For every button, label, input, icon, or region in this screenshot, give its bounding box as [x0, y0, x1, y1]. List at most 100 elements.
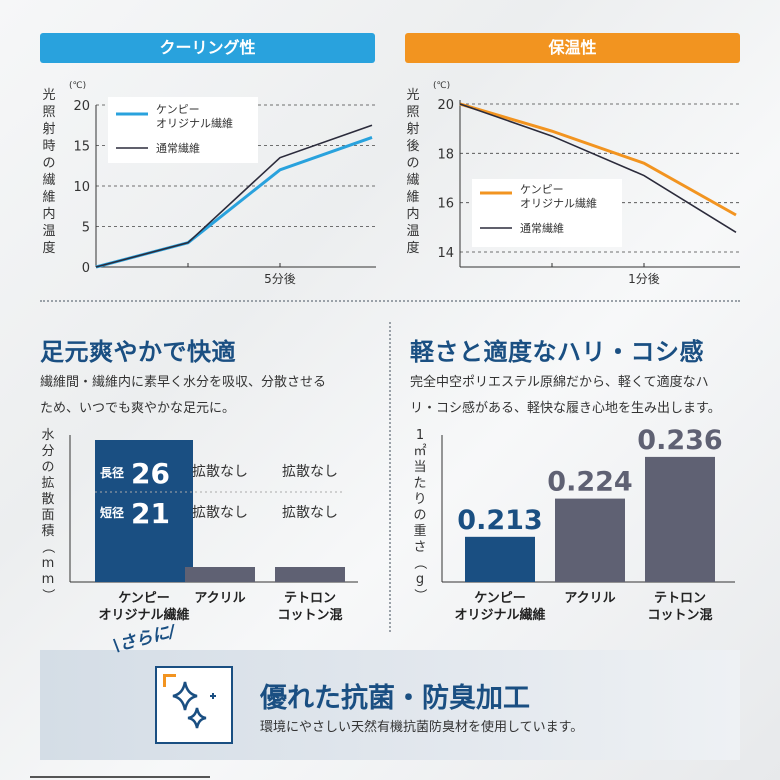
weight-ylabel-char: の — [413, 508, 426, 523]
warming-ylabel-char: 内 — [406, 206, 419, 222]
warming-ylabel-char: 維 — [406, 190, 419, 205]
weight-cat3-line1: テトロン — [654, 591, 706, 606]
warming-series-line-1 — [459, 102, 737, 217]
right-desc-line-2: リ・コシ感がある、軽快な履き心地を生み出します。 — [410, 401, 721, 416]
spread-bar-tetoron — [275, 567, 345, 582]
weight-value-label-2: 0.224 — [547, 467, 632, 498]
weight-ylabel-char: 当 — [413, 460, 426, 475]
weight-cat2: アクリル — [564, 591, 615, 606]
weight-bar-1 — [465, 536, 535, 582]
plus-icon — [210, 693, 216, 699]
spread-short-label: 短径 — [100, 505, 124, 520]
right-desc-line-1: 完全中空ポリエステル原綿だから、軽くて適度なハ — [410, 375, 709, 390]
spread-bar-acrylic — [185, 567, 255, 582]
spread-acrylic-long-note: 拡散なし — [192, 464, 248, 480]
warming-xtick: 1分後 — [628, 272, 660, 286]
cooling-ylabel-char: 射 — [42, 121, 55, 137]
warming-ylabel-char: 温 — [406, 224, 419, 239]
warming-ytick: 20 — [437, 98, 454, 113]
right-section-desc: 完全中空ポリエステル原綿だから、軽くて適度なハ リ・コシ感がある、軽快な履き心地… — [410, 370, 721, 422]
spread-ylabel-char: ） — [40, 588, 55, 601]
weight-ylabel-char: g — [416, 572, 424, 587]
right-section-title: 軽さと適度なハリ・コシ感 — [410, 338, 704, 366]
cooling-ylabel-char: 温 — [42, 224, 55, 239]
cooling-series-line-2 — [95, 124, 373, 268]
cooling-ylabel-char: 維 — [42, 190, 55, 205]
warming-ylabel-char: 光 — [406, 88, 419, 103]
spread-bar-kenpi — [95, 440, 193, 582]
spread-ylabel-char: （ — [40, 540, 55, 553]
spread-cat2: アクリル — [194, 591, 245, 606]
corner-accent-icon — [163, 674, 176, 687]
warming-series — [459, 102, 737, 233]
warming-series-line-2 — [459, 103, 737, 233]
warming-ylabel-char: 射 — [406, 121, 419, 137]
spread-ylabel-char: 面 — [41, 508, 54, 523]
spread-ylabel-char: m — [42, 572, 55, 587]
spread-tetoron-long-note: 拡散なし — [282, 464, 338, 480]
spread-ylabel-char: 拡 — [41, 476, 54, 491]
cooling-ytick: 20 — [73, 99, 90, 114]
warming-ylabel-char: 繊 — [406, 172, 419, 188]
spread-ylabel-char: 積 — [41, 524, 54, 539]
sparkle-small-icon — [187, 707, 207, 729]
cooling-yticks: 20 15 10 5 0 — [73, 99, 90, 276]
cooling-ylabel-char: 照 — [42, 105, 55, 120]
warming-ytick: 14 — [437, 246, 454, 261]
weight-cat1-line2: オリジナル繊維 — [454, 607, 545, 623]
weight-ylabel-char: ㎡ — [413, 444, 426, 459]
cooling-legend — [108, 97, 258, 163]
spread-long-value: 26 — [131, 457, 170, 490]
spread-cat1-line1: ケンピー — [118, 591, 170, 606]
cooling-ylabel-char: の — [42, 156, 55, 171]
cooling-ylabel-char: 繊 — [42, 172, 55, 188]
cooling-unit: (℃) — [69, 81, 86, 91]
weight-ylabel-char: さ — [413, 540, 426, 555]
cooling-legend-kenpi-1: ケンピー — [156, 103, 200, 116]
spread-cat1-line2: オリジナル繊維 — [98, 607, 189, 623]
left-desc-line-2: ため、いつでも爽やかな足元に。 — [40, 401, 236, 416]
spread-ylabel-char: の — [41, 460, 54, 475]
warming-legend — [472, 179, 622, 247]
weight-ylabel-char: た — [413, 476, 426, 491]
spread-ylabel-char: 水 — [41, 428, 54, 443]
weight-value-label-1: 0.213 — [457, 505, 542, 536]
spread-ylabel-char: m — [42, 556, 55, 571]
spread-cat3-line1: テトロン — [284, 591, 336, 606]
antibacterial-desc: 環境にやさしい天然有機抗菌防臭材を使用しています。 — [260, 720, 584, 735]
warming-header: 保温性 — [405, 33, 740, 63]
weight-bar-2 — [555, 498, 625, 582]
footer-rule — [30, 776, 210, 778]
left-desc-line-1: 繊維間・繊維内に素早く水分を吸収、分散させる — [40, 375, 327, 390]
cooling-ytick: 0 — [82, 261, 90, 276]
cooling-ytick: 10 — [73, 180, 90, 195]
warming-ylabel-char: 照 — [406, 105, 419, 120]
cooling-legend-normal: 通常繊維 — [156, 142, 200, 155]
left-section-desc: 繊維間・繊維内に素早く水分を吸収、分散させる ため、いつでも爽やかな足元に。 — [40, 370, 326, 422]
weight-ylabel-char: ） — [412, 588, 427, 601]
cooling-ytick: 5 — [82, 221, 90, 236]
spread-long-label: 長径 — [100, 465, 124, 480]
cooling-ylabel-char: 光 — [42, 88, 55, 103]
cooling-ylabel-char: 内 — [42, 206, 55, 222]
weight-cat3-line2: コットン混 — [647, 608, 712, 623]
spread-short-value: 21 — [131, 497, 170, 530]
weight-ylabel-char: 1 — [416, 428, 424, 443]
vertical-divider — [389, 322, 391, 632]
antibacterial-title: 優れた抗菌・防臭加工 — [260, 683, 530, 714]
left-section-title: 足元爽やかで快適 — [40, 338, 236, 366]
warming-unit: (℃) — [433, 81, 450, 91]
cooling-legend-kenpi-2: オリジナル繊維 — [156, 117, 233, 130]
cooling-xtick: 5分後 — [264, 272, 296, 286]
warming-ylabel-char: の — [406, 156, 419, 171]
warming-legend-kenpi-2: オリジナル繊維 — [520, 197, 597, 210]
warming-ylabel-char: 後 — [406, 139, 419, 154]
